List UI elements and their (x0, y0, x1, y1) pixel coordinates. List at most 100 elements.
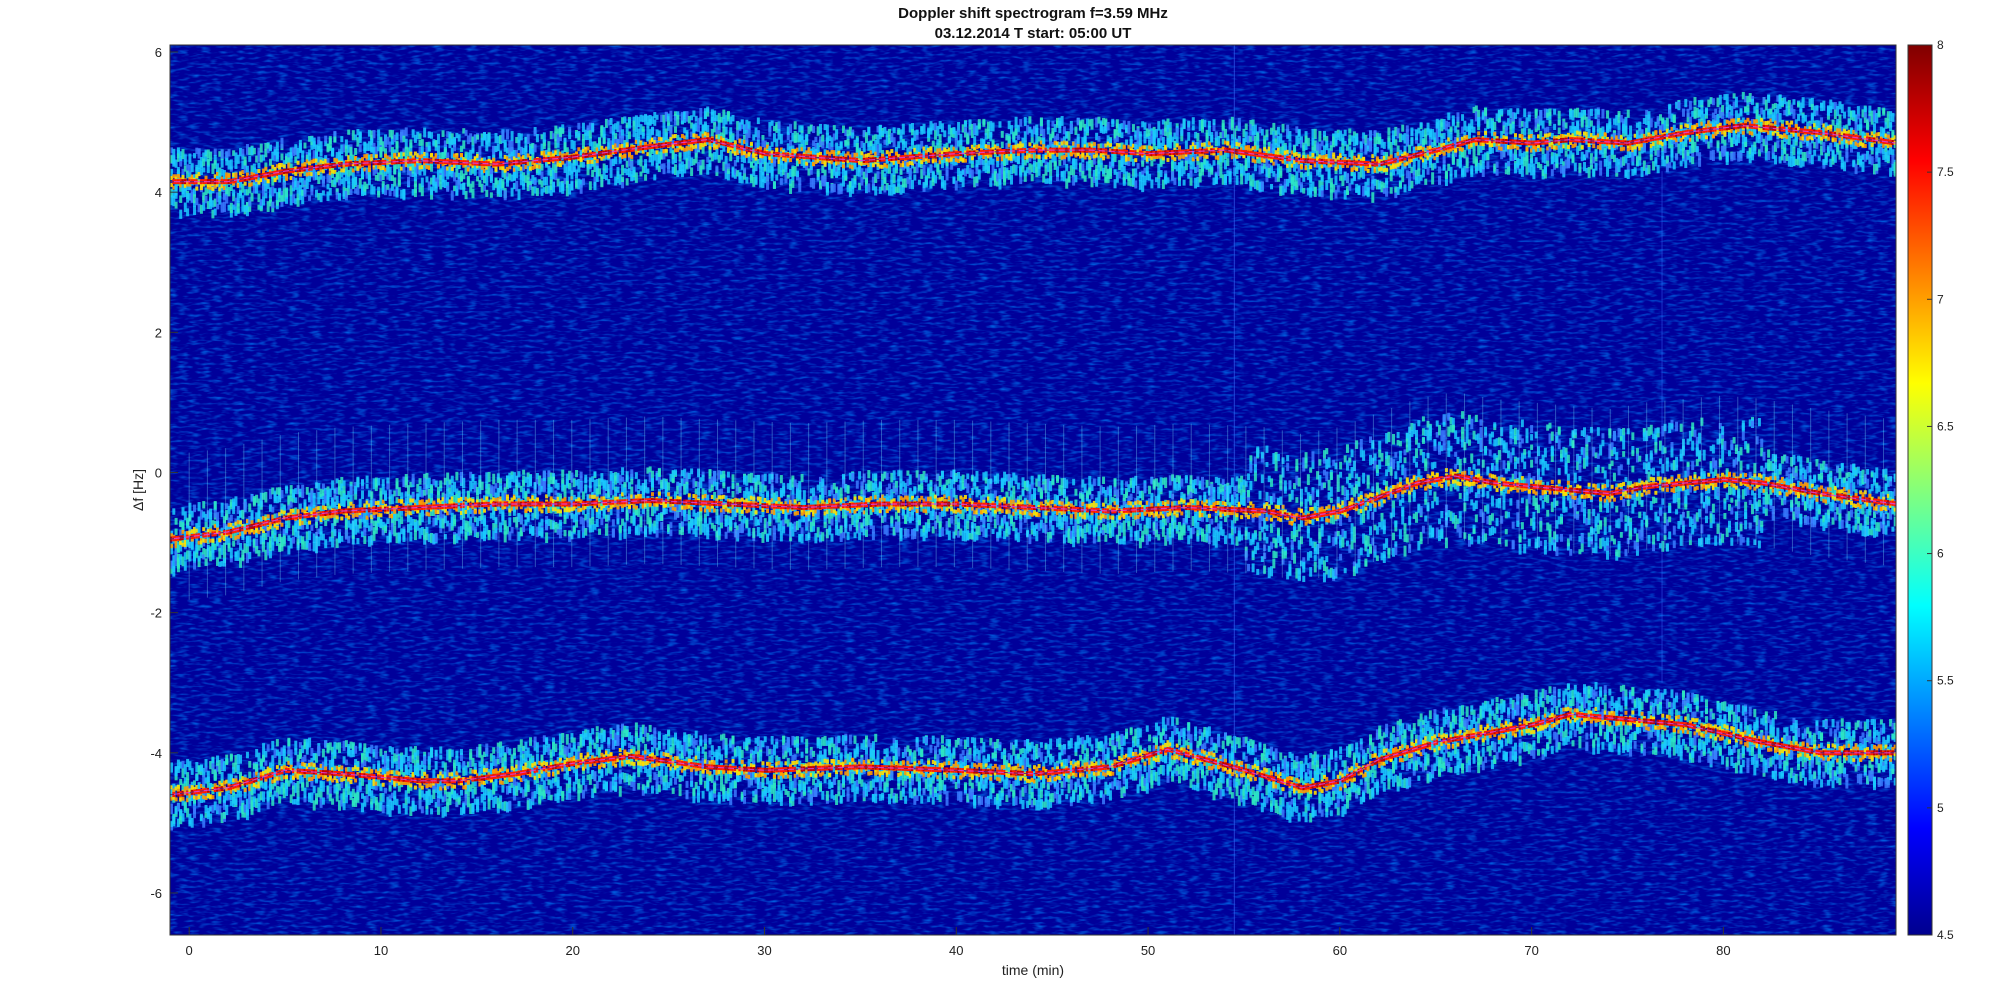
band-speckle (755, 163, 758, 171)
band-speckle (833, 184, 836, 193)
band-speckle (504, 190, 507, 200)
band-speckle (1127, 121, 1130, 127)
band-speckle (1443, 165, 1446, 171)
band-speckle (1024, 117, 1027, 126)
band-speckle (451, 190, 454, 200)
band-speckle (794, 121, 797, 129)
band-speckle (826, 182, 829, 192)
band-speckle (202, 167, 205, 172)
band-speckle (1367, 187, 1370, 197)
band-speckle (421, 139, 424, 146)
band-speckle (805, 134, 808, 142)
band-speckle (191, 163, 194, 172)
band-speckle (653, 174, 656, 180)
band-speckle (998, 121, 1001, 127)
band-speckle (333, 137, 336, 143)
band-speckle (1314, 129, 1317, 139)
band-speckle (923, 124, 926, 134)
band-speckle (1001, 131, 1004, 138)
band-speckle (667, 162, 670, 173)
band-speckle (992, 159, 995, 165)
band-speckle (709, 163, 712, 170)
band-speckle (1192, 117, 1195, 124)
band-speckle (485, 179, 488, 185)
band-speckle (536, 188, 539, 196)
band-speckle (253, 148, 256, 154)
band-speckle (1015, 165, 1018, 176)
band-speckle (853, 181, 856, 188)
band-speckle (1054, 161, 1057, 166)
band-speckle (471, 148, 474, 153)
band-speckle (1443, 133, 1446, 139)
band-speckle (1068, 176, 1071, 182)
band-speckle (398, 178, 401, 185)
band-speckle (653, 119, 656, 125)
band-speckle (214, 209, 217, 216)
band-speckle (520, 133, 523, 140)
band-speckle (536, 134, 539, 142)
band-speckle (893, 127, 896, 133)
band-speckle (1210, 132, 1213, 142)
band-speckle (423, 128, 426, 138)
band-speckle (840, 186, 843, 195)
band-speckle (172, 149, 175, 159)
band-speckle (1279, 171, 1282, 178)
band-speckle (1093, 158, 1096, 164)
band-speckle (1337, 185, 1340, 191)
band-speckle (465, 191, 468, 199)
band-speckle (1307, 138, 1310, 146)
band-speckle (775, 175, 778, 181)
band-speckle (773, 160, 776, 166)
band-speckle (867, 183, 870, 192)
band-speckle (978, 169, 981, 179)
band-speckle (1450, 126, 1453, 132)
band-speckle (1049, 176, 1052, 184)
band-speckle (1137, 163, 1140, 169)
band-speckle (1109, 168, 1112, 179)
band-speckle (817, 169, 820, 177)
band-speckle (488, 133, 491, 142)
band-speckle (446, 186, 449, 192)
band-speckle (623, 116, 626, 123)
band-speckle (1185, 140, 1188, 149)
band-speckle (773, 181, 776, 189)
band-speckle (1390, 187, 1393, 194)
band-speckle (186, 208, 189, 216)
band-speckle (1134, 180, 1137, 188)
band-speckle (1456, 122, 1459, 127)
band-speckle (522, 184, 525, 190)
band-core (234, 172, 237, 176)
band-core (587, 146, 590, 150)
band-speckle (1097, 136, 1100, 142)
band-speckle (1318, 131, 1321, 142)
band-speckle (1282, 124, 1285, 133)
band-speckle (812, 126, 815, 133)
band-speckle (1056, 166, 1059, 177)
band-core (964, 159, 967, 163)
plot-area (170, 45, 1897, 935)
band-speckle (1256, 133, 1259, 141)
band-speckle (1058, 160, 1061, 166)
band-speckle (1183, 118, 1186, 129)
band-core (1219, 152, 1222, 156)
band-speckle (476, 135, 479, 140)
band-core (285, 173, 288, 177)
band-speckle (338, 193, 341, 201)
band-speckle (573, 141, 576, 150)
band-speckle (1314, 187, 1317, 194)
band-speckle (545, 177, 548, 186)
band-speckle (966, 137, 969, 144)
band-speckle (248, 156, 251, 162)
band-speckle (775, 139, 778, 147)
band-speckle (973, 136, 976, 145)
band-speckle (1357, 186, 1360, 195)
band-speckle (368, 174, 371, 185)
band-speckle (1134, 168, 1137, 177)
band-core (409, 152, 412, 156)
band-speckle (1040, 117, 1043, 126)
band-speckle (276, 142, 279, 150)
band-speckle (1226, 158, 1229, 166)
band-speckle (1176, 128, 1179, 137)
band-speckle (690, 167, 693, 176)
